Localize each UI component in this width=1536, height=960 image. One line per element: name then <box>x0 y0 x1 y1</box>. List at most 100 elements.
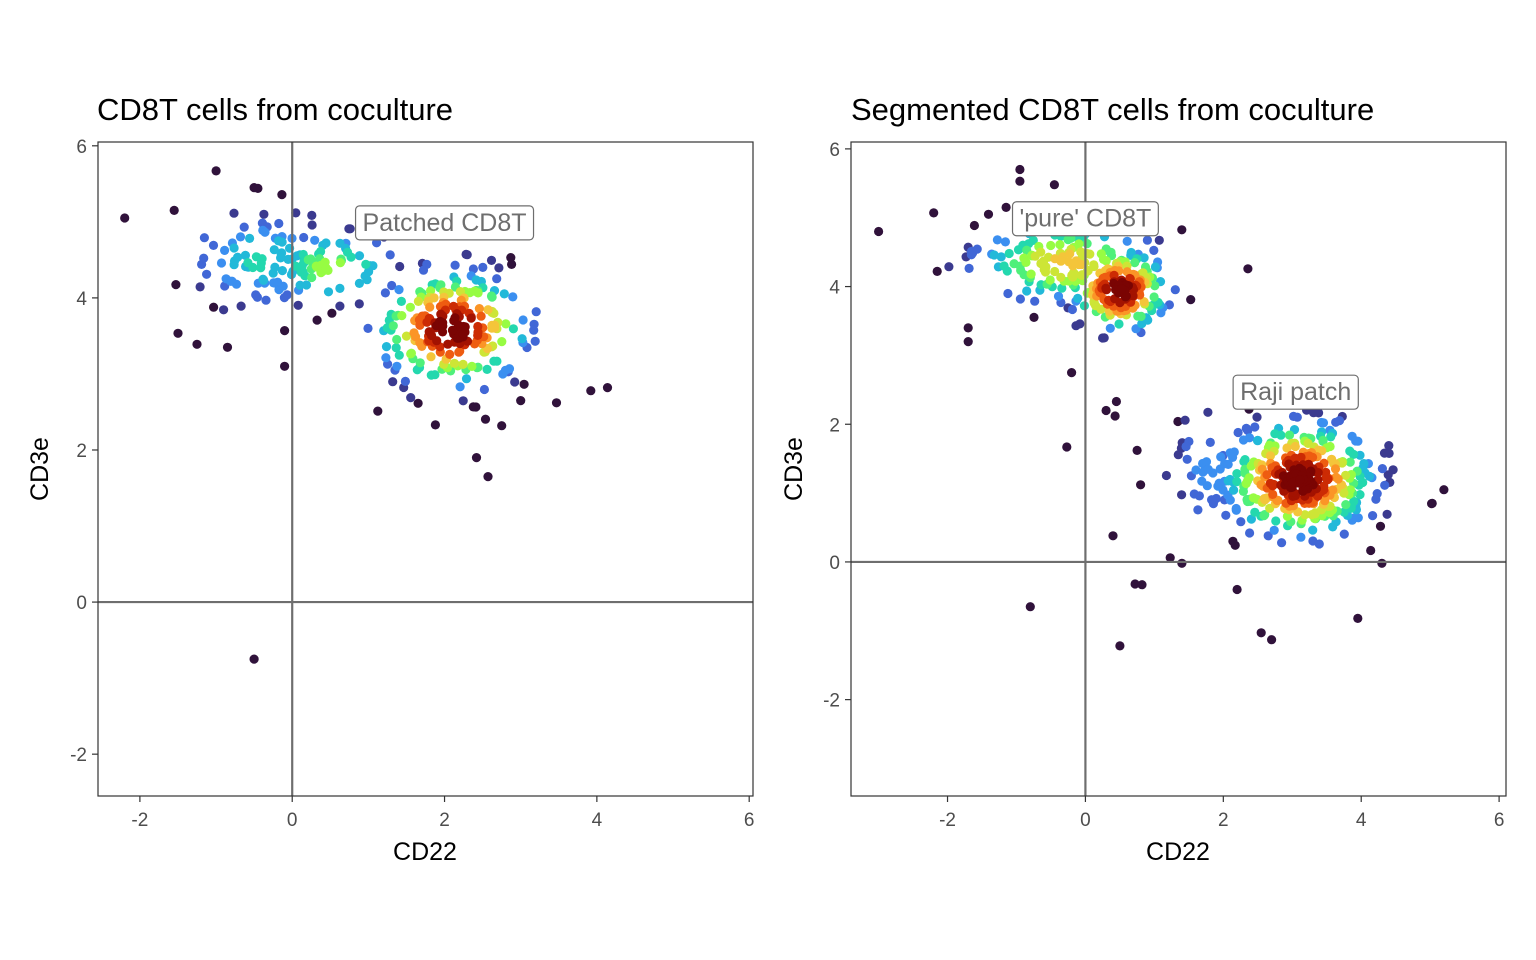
data-point <box>406 393 416 403</box>
data-point <box>1326 432 1336 442</box>
data-point <box>1002 266 1012 276</box>
data-point <box>1026 269 1036 279</box>
x-tick-label: -2 <box>131 810 148 831</box>
data-point <box>1269 525 1279 535</box>
data-point <box>1341 500 1351 510</box>
data-point <box>1064 257 1074 267</box>
right-points-layer <box>874 164 1449 651</box>
x-tick-label: 6 <box>744 810 755 831</box>
data-point <box>487 323 497 333</box>
data-point <box>983 209 994 219</box>
data-point <box>405 302 415 312</box>
data-point <box>418 265 429 275</box>
data-point <box>394 285 404 295</box>
data-point <box>1098 254 1109 264</box>
data-point <box>202 269 212 279</box>
data-point <box>1228 536 1238 546</box>
data-point <box>192 339 202 349</box>
data-point <box>1345 446 1355 456</box>
data-point <box>1215 464 1225 474</box>
data-point <box>482 364 492 374</box>
data-point <box>415 338 425 348</box>
data-point <box>395 261 405 272</box>
data-point <box>1244 473 1254 483</box>
annotation-box <box>1232 374 1359 410</box>
data-point <box>529 325 539 335</box>
data-point <box>233 252 243 262</box>
data-point <box>1055 240 1065 250</box>
data-point <box>531 307 541 317</box>
data-point <box>274 218 284 229</box>
x-tick-label: 2 <box>439 810 450 831</box>
data-point <box>989 250 999 260</box>
data-point <box>1243 264 1253 274</box>
x-tick-label: 2 <box>1218 810 1229 831</box>
data-point <box>243 258 253 268</box>
data-point <box>462 250 472 260</box>
data-point <box>1117 284 1127 294</box>
data-point <box>1309 408 1319 418</box>
data-point <box>1062 442 1072 452</box>
data-point <box>1050 266 1060 277</box>
data-point <box>1353 613 1363 624</box>
data-point <box>480 414 491 424</box>
data-point <box>251 290 261 300</box>
data-point <box>1265 451 1275 461</box>
data-point <box>293 300 303 310</box>
data-point <box>1067 304 1077 315</box>
data-point <box>969 220 980 231</box>
data-point <box>479 384 489 395</box>
data-point <box>1277 538 1287 548</box>
data-point <box>1260 509 1270 520</box>
data-point <box>1377 558 1387 568</box>
data-point <box>1375 521 1386 531</box>
data-point <box>467 361 477 371</box>
data-point <box>301 280 312 290</box>
left-y-axis-title: CD3e <box>26 437 54 501</box>
data-point <box>497 337 507 347</box>
data-point <box>235 232 246 242</box>
data-point <box>500 365 510 375</box>
data-point <box>1245 528 1255 538</box>
data-point <box>450 260 460 270</box>
data-point <box>385 250 395 260</box>
data-point <box>236 301 246 311</box>
data-point <box>1250 422 1260 432</box>
data-point <box>1108 531 1118 541</box>
data-point <box>388 321 398 331</box>
data-point <box>1269 479 1279 490</box>
annotation-label: 'pure' CD8T <box>1011 201 1159 237</box>
y-tick-label: 0 <box>829 553 840 574</box>
data-point <box>1321 473 1331 483</box>
data-point <box>216 258 227 268</box>
y-tick-label: 4 <box>76 289 87 310</box>
data-point <box>415 358 425 368</box>
data-point <box>291 208 301 218</box>
data-point <box>1003 288 1013 299</box>
data-point <box>239 222 249 232</box>
data-point <box>1232 477 1242 487</box>
data-point <box>354 251 365 261</box>
y-tick-label: 6 <box>76 137 87 158</box>
data-point <box>1191 465 1201 475</box>
annotation-text: Raji patch <box>1240 378 1351 406</box>
data-point <box>1244 433 1255 443</box>
data-point <box>1182 454 1192 464</box>
x-tick-label: 4 <box>1356 810 1367 831</box>
data-point <box>1114 319 1124 329</box>
y-tick-label: -2 <box>823 691 840 712</box>
annotation-label: Patched CD8T <box>354 205 535 241</box>
data-point <box>295 280 305 290</box>
data-point <box>996 252 1006 262</box>
data-point <box>1221 510 1231 520</box>
data-point <box>1296 532 1306 542</box>
data-point <box>1110 411 1120 421</box>
annotation-box <box>1011 201 1159 237</box>
data-point <box>1355 490 1365 500</box>
data-point <box>932 266 942 276</box>
data-point <box>1130 258 1140 268</box>
data-point <box>1205 437 1215 447</box>
data-point <box>321 263 331 273</box>
y-tick-label: 4 <box>829 278 840 299</box>
data-point <box>1203 464 1213 474</box>
